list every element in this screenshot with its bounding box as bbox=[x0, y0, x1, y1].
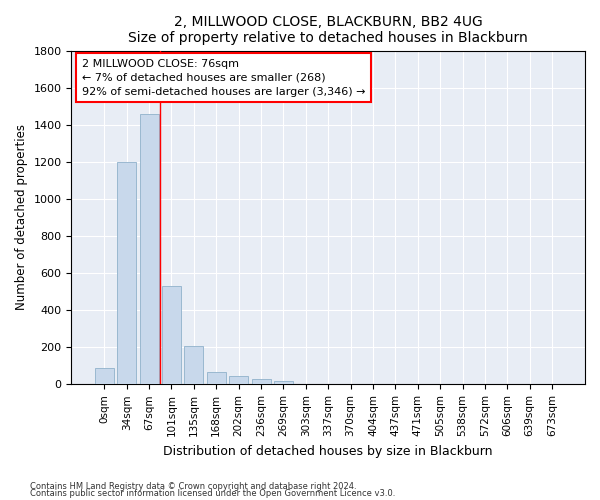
Bar bbox=[274, 380, 293, 384]
Text: Contains HM Land Registry data © Crown copyright and database right 2024.: Contains HM Land Registry data © Crown c… bbox=[30, 482, 356, 491]
X-axis label: Distribution of detached houses by size in Blackburn: Distribution of detached houses by size … bbox=[163, 444, 493, 458]
Bar bbox=[162, 286, 181, 384]
Bar bbox=[184, 346, 203, 385]
Bar bbox=[140, 114, 158, 384]
Text: 2 MILLWOOD CLOSE: 76sqm
← 7% of detached houses are smaller (268)
92% of semi-de: 2 MILLWOOD CLOSE: 76sqm ← 7% of detached… bbox=[82, 59, 365, 97]
Y-axis label: Number of detached properties: Number of detached properties bbox=[15, 124, 28, 310]
Text: Contains public sector information licensed under the Open Government Licence v3: Contains public sector information licen… bbox=[30, 490, 395, 498]
Bar bbox=[229, 376, 248, 384]
Bar bbox=[251, 379, 271, 384]
Title: 2, MILLWOOD CLOSE, BLACKBURN, BB2 4UG
Size of property relative to detached hous: 2, MILLWOOD CLOSE, BLACKBURN, BB2 4UG Si… bbox=[128, 15, 528, 45]
Bar bbox=[117, 162, 136, 384]
Bar bbox=[207, 372, 226, 384]
Bar bbox=[95, 368, 114, 384]
